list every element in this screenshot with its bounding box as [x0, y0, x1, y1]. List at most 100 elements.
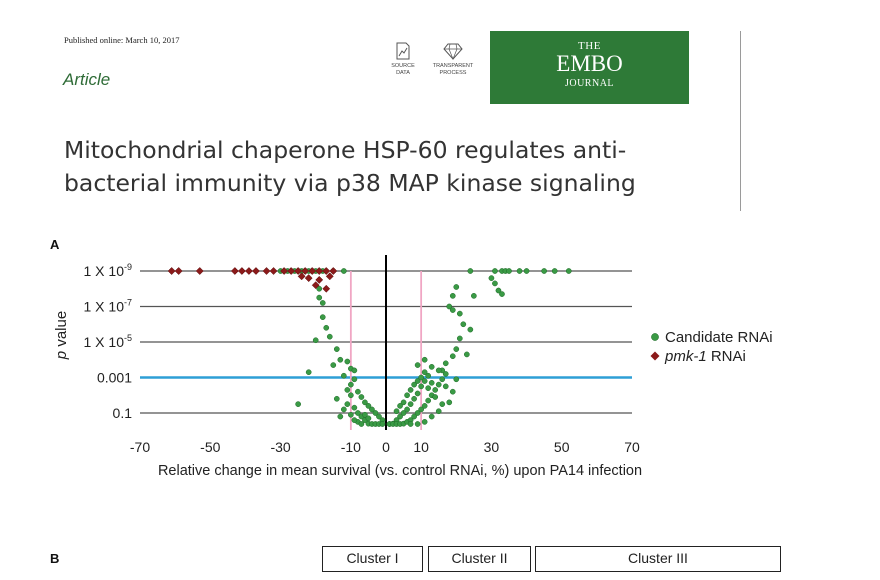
candidate-point: [435, 367, 442, 374]
badge-line-1: TRANSPARENT: [432, 63, 474, 69]
y-tick-label: 1 X 10-9: [84, 262, 133, 279]
article-title-line-2: bacterial immunity via p38 MAP kinase si…: [64, 169, 636, 197]
cluster-i-box: Cluster I: [322, 546, 423, 572]
candidate-point: [421, 403, 428, 409]
candidate-point: [449, 307, 456, 313]
candidate-point: [432, 387, 439, 393]
candidate-point: [418, 383, 424, 390]
y-tick-label: 1 X 10-7: [84, 298, 133, 315]
candidate-point: [435, 408, 442, 415]
pmk-1-point: [237, 267, 246, 275]
article-title: Mitochondrial chaperone HSP-60 regulates…: [64, 134, 714, 200]
candidate-point: [411, 381, 417, 388]
pmk-1-point: [301, 267, 310, 275]
candidate-point: [492, 280, 498, 287]
pmk-1-point: [174, 267, 183, 275]
candidate-point: [404, 392, 410, 399]
candidate-point: [541, 268, 547, 274]
candidate-point: [435, 381, 442, 388]
candidate-point: [355, 410, 361, 416]
candidate-point: [425, 385, 432, 391]
source-data-badge[interactable]: SOURCE DATA: [373, 42, 433, 77]
journal-logo[interactable]: THE EMBO JOURNAL: [490, 31, 689, 104]
candidate-point: [351, 417, 358, 423]
candidate-point: [404, 406, 410, 413]
pmk-1-point: [280, 267, 289, 275]
candidate-point: [453, 376, 460, 383]
legend-marker-candidate: [651, 333, 659, 341]
candidate-point: [523, 268, 530, 274]
source-data-icon: [396, 42, 410, 60]
x-tick-label: 0: [382, 439, 390, 455]
pmk-1-point: [269, 267, 278, 275]
candidate-point: [565, 268, 572, 274]
x-tick-label: -30: [270, 439, 290, 455]
candidate-point: [340, 372, 347, 379]
candidate-point: [439, 376, 446, 383]
header-divider: [740, 31, 741, 211]
diamond-icon: [443, 43, 463, 60]
cluster-ii-box: Cluster II: [428, 546, 531, 572]
candidate-point: [425, 372, 432, 379]
pmk-1-point: [322, 284, 331, 293]
x-tick-label: 70: [624, 439, 640, 455]
pmk-1-point: [287, 267, 296, 275]
article-type-label: Article: [63, 70, 111, 89]
candidate-point: [340, 268, 347, 274]
candidate-point: [340, 406, 347, 413]
journal-logo-journal: JOURNAL: [564, 78, 615, 89]
candidate-point: [449, 353, 456, 360]
pmk-1-point: [195, 267, 204, 275]
candidate-point: [351, 367, 358, 374]
candidate-point: [414, 390, 421, 397]
candidate-point: [492, 268, 498, 274]
x-tick-label: 30: [484, 439, 500, 455]
pmk-1-point: [262, 267, 271, 275]
candidate-point: [411, 413, 417, 420]
candidate-point: [449, 388, 456, 395]
candidate-point: [295, 401, 301, 407]
pmk-1-point: [297, 272, 306, 281]
pmk-1-point: [244, 267, 253, 275]
candidate-point: [442, 360, 449, 367]
pmk-1-point: [294, 267, 303, 275]
candidate-point: [456, 335, 463, 342]
x-axis-label: Relative change in mean survival (vs. co…: [158, 463, 642, 479]
transparent-process-badge[interactable]: TRANSPARENT PROCESS: [423, 42, 483, 77]
candidate-point: [351, 404, 358, 411]
badge-line-2: DATA: [396, 70, 410, 76]
pmk-1-point: [325, 272, 334, 281]
candidate-point: [467, 268, 474, 274]
candidate-point: [418, 406, 424, 413]
candidate-point: [319, 314, 326, 320]
candidate-point: [337, 413, 344, 420]
candidate-point: [369, 406, 375, 413]
candidate-point: [355, 388, 361, 395]
candidate-point: [365, 403, 372, 409]
candidate-point: [446, 303, 453, 310]
candidate-point: [305, 369, 312, 376]
candidate-point: [393, 408, 400, 415]
badge-line-2: PROCESS: [439, 70, 467, 76]
candidate-point: [414, 378, 421, 384]
candidate-point: [488, 275, 495, 281]
candidate-point: [348, 381, 354, 388]
x-tick-label: 10: [413, 439, 429, 455]
candidate-point: [414, 362, 421, 368]
candidate-point: [414, 421, 421, 427]
candidate-point: [428, 364, 435, 370]
candidate-point: [407, 401, 414, 407]
pmk-1-point: [167, 267, 176, 275]
candidate-point: [397, 403, 403, 409]
candidate-point: [442, 383, 449, 390]
pmk-1-point: [329, 267, 338, 275]
candidate-point: [414, 410, 421, 416]
y-axis-label: p value: [53, 311, 70, 360]
candidate-point: [372, 410, 379, 416]
candidate-point: [421, 378, 428, 384]
candidate-point: [453, 284, 460, 290]
candidate-point: [344, 401, 351, 407]
candidate-point: [407, 387, 414, 393]
candidate-point: [326, 333, 333, 340]
candidate-point: [428, 379, 435, 386]
